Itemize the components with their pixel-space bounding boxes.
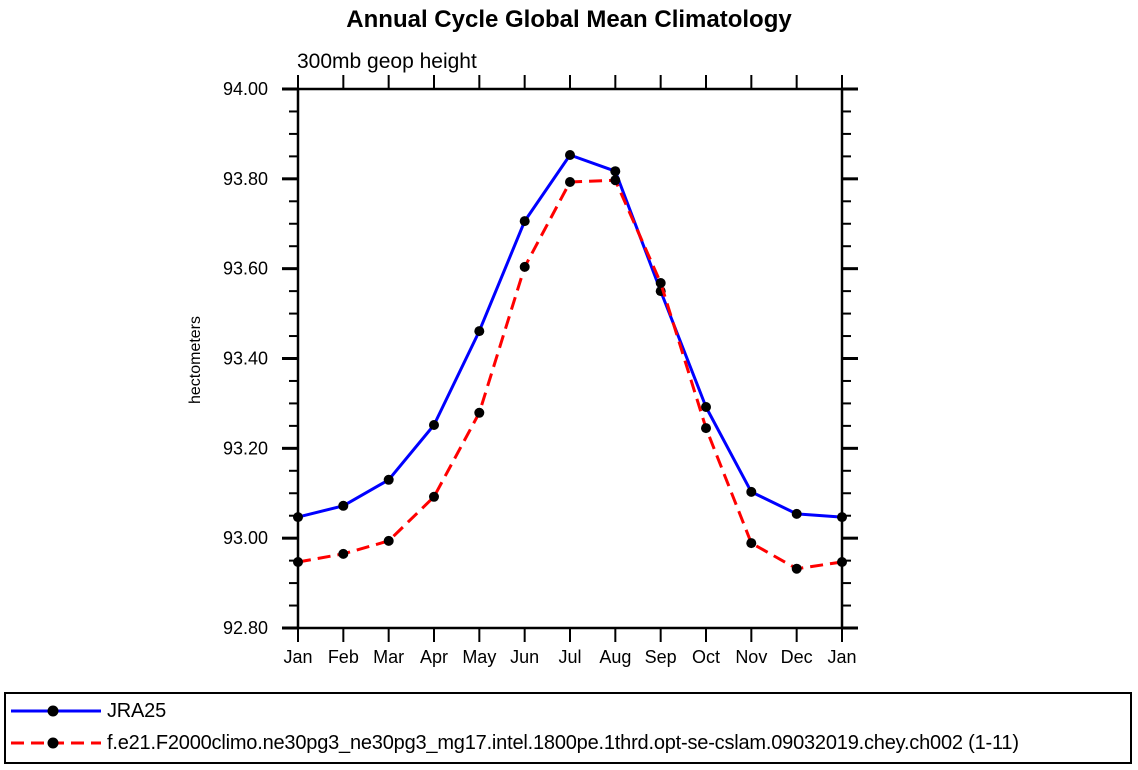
data-point-marker	[293, 512, 303, 523]
svg-text:92.80: 92.80	[223, 618, 268, 638]
svg-text:Jul: Jul	[558, 647, 581, 667]
series-model	[293, 175, 847, 574]
chart-subtitle: 300mb geop height	[297, 50, 477, 73]
legend-label-jra25: JRA25	[107, 699, 167, 722]
svg-text:May: May	[462, 647, 496, 667]
svg-text:93.20: 93.20	[223, 438, 268, 458]
data-point-marker	[791, 508, 802, 519]
data-point-marker	[701, 402, 711, 412]
data-point-marker	[655, 278, 666, 288]
svg-text:Oct: Oct	[692, 647, 720, 667]
data-point-marker	[429, 491, 439, 502]
data-point-marker	[338, 548, 349, 559]
legend-label-model: f.e21.F2000climo.ne30pg3_ne30pg3_mg17.in…	[107, 731, 1019, 754]
legend-box: JRA25 f.e21.F2000climo.ne30pg3_ne30pg3_m…	[4, 692, 1132, 764]
data-point-marker	[474, 407, 485, 418]
data-point-marker	[610, 175, 621, 186]
data-point-marker	[746, 486, 757, 497]
data-point-marker	[837, 512, 847, 523]
svg-text:Nov: Nov	[735, 647, 767, 667]
chart-title: Annual Cycle Global Mean Climatology	[346, 6, 792, 33]
svg-text:Aug: Aug	[599, 647, 631, 667]
data-point-marker	[429, 420, 439, 430]
y-axis-labels: 94.00 93.80 93.60 93.40 93.20 93.00 92.80	[223, 79, 268, 638]
data-point-marker	[383, 474, 394, 485]
svg-text:Sep: Sep	[645, 647, 677, 667]
data-point-marker	[701, 423, 711, 434]
data-point-marker	[746, 538, 757, 549]
y-axis-ticks	[282, 87, 858, 630]
svg-text:Feb: Feb	[328, 647, 359, 667]
svg-text:93.80: 93.80	[223, 169, 268, 189]
legend-line-sample-dashed	[11, 737, 101, 749]
legend-item-jra25: JRA25	[8, 697, 166, 725]
svg-text:94.00: 94.00	[223, 79, 268, 99]
svg-text:93.00: 93.00	[223, 528, 268, 548]
series-jra25	[293, 150, 847, 523]
legend-marker-dot	[47, 737, 59, 749]
svg-text:93.60: 93.60	[223, 259, 268, 279]
data-point-marker	[565, 150, 575, 160]
legend-item-model: f.e21.F2000climo.ne30pg3_ne30pg3_mg17.in…	[8, 729, 1019, 757]
data-point-marker	[837, 557, 847, 567]
svg-text:Jan: Jan	[827, 647, 856, 667]
data-point-marker	[519, 216, 530, 227]
data-point-marker	[474, 326, 485, 337]
data-point-marker	[383, 535, 394, 546]
svg-text:Jun: Jun	[510, 647, 539, 667]
svg-text:93.40: 93.40	[223, 349, 268, 369]
data-point-marker	[565, 177, 575, 187]
x-axis-labels: Jan Feb Mar Apr May Jun Jul Aug Sep Oct Nov Dec Jan	[283, 647, 856, 667]
legend-marker-dot	[47, 705, 59, 717]
x-axis-ticks	[297, 75, 843, 642]
svg-text:Jan: Jan	[283, 647, 312, 667]
legend-line-sample-solid	[11, 705, 101, 717]
data-point-marker	[338, 500, 349, 511]
data-point-marker	[293, 557, 303, 567]
svg-text:Dec: Dec	[781, 647, 813, 667]
data-point-marker	[791, 563, 802, 574]
svg-text:Apr: Apr	[420, 647, 448, 667]
svg-text:Mar: Mar	[373, 647, 404, 667]
data-point-marker	[610, 166, 621, 177]
data-point-marker	[519, 261, 530, 272]
